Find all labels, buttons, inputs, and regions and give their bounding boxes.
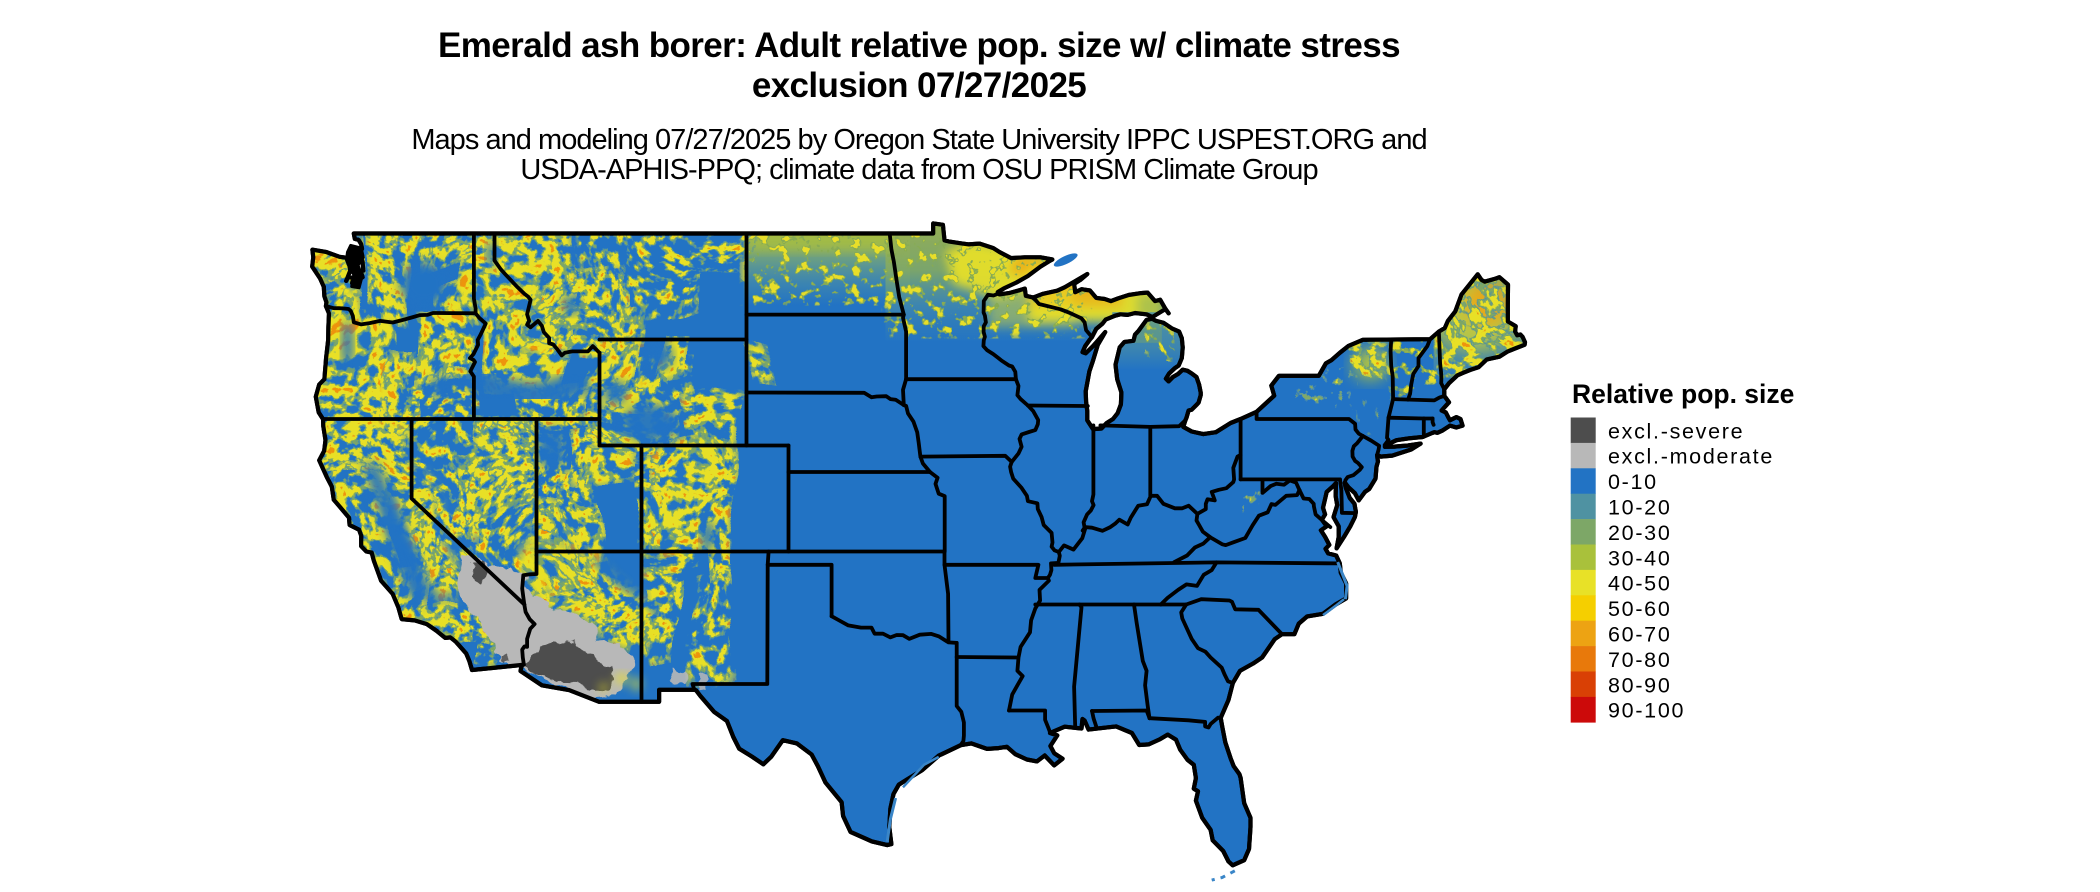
svg-text:90-100: 90-100 bbox=[1608, 699, 1685, 723]
svg-text:30-40: 30-40 bbox=[1608, 546, 1672, 570]
svg-text:excl.-severe: excl.-severe bbox=[1608, 419, 1744, 443]
svg-text:excl.-moderate: excl.-moderate bbox=[1608, 445, 1774, 469]
svg-text:20-30: 20-30 bbox=[1608, 521, 1672, 545]
svg-text:80-90: 80-90 bbox=[1608, 673, 1672, 697]
svg-text:10-20: 10-20 bbox=[1608, 496, 1672, 520]
svg-text:70-80: 70-80 bbox=[1608, 648, 1672, 672]
svg-text:0-10: 0-10 bbox=[1608, 470, 1658, 494]
svg-text:Relative pop. size: Relative pop. size bbox=[1572, 379, 1794, 409]
svg-text:50-60: 50-60 bbox=[1608, 597, 1672, 621]
svg-text:60-70: 60-70 bbox=[1608, 623, 1672, 647]
svg-text:40-50: 40-50 bbox=[1608, 572, 1672, 596]
